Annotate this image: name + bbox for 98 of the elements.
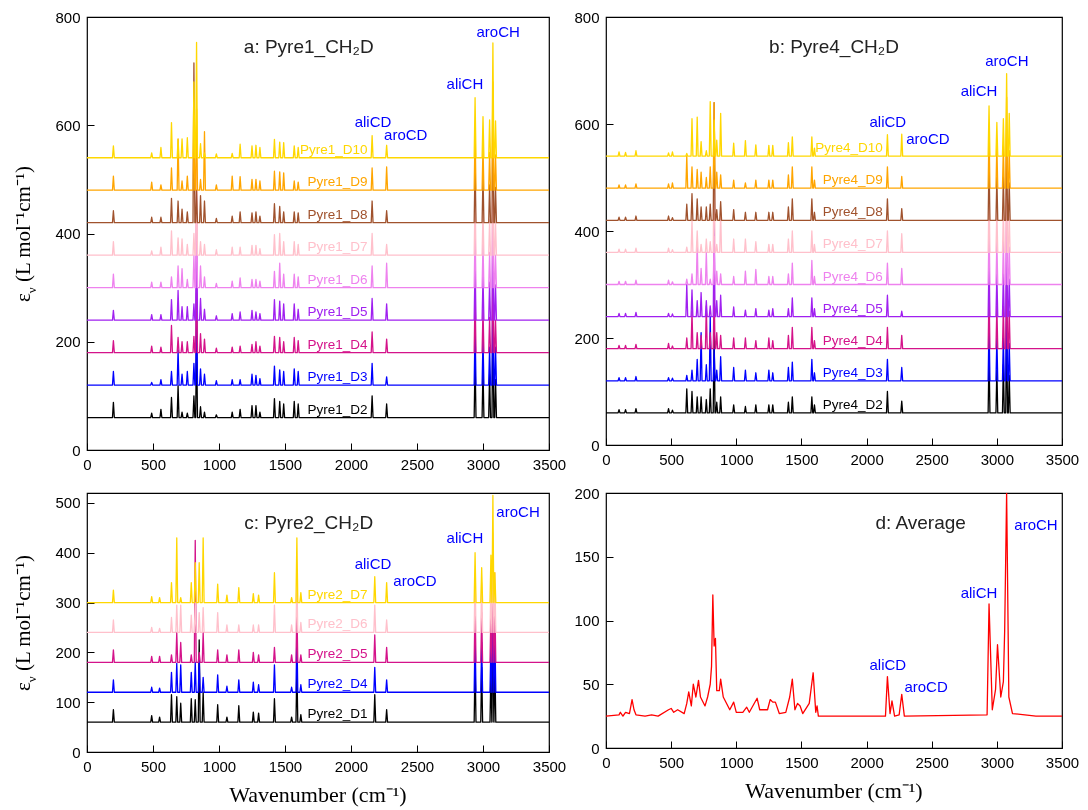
annotation: aroCH — [496, 503, 540, 520]
x-tick-label: 3500 — [532, 455, 567, 473]
x-tick-label: 1500 — [268, 757, 303, 775]
x-tick-label: 2500 — [400, 757, 435, 775]
x-tick-label: 500 — [659, 753, 685, 771]
x-tick-label: 500 — [659, 450, 685, 468]
x-tick-label: 2000 — [850, 753, 884, 771]
x-tick-label: 0 — [602, 753, 611, 771]
y-tick-label: 100 — [55, 693, 81, 711]
x-tick-label: 2000 — [850, 450, 884, 468]
series-label: Pyre4_D8 — [822, 204, 883, 220]
x-tick-label: 1000 — [202, 455, 237, 473]
x-tick-label: 3000 — [466, 757, 501, 775]
y-tick-label: 800 — [574, 8, 600, 26]
x-tick-label: 1000 — [202, 757, 237, 775]
line-series — [606, 493, 1062, 717]
y-tick-label: 150 — [574, 548, 600, 566]
series-label: Pyre1_D7 — [307, 239, 368, 255]
annotation: aliCD — [869, 656, 907, 673]
x-tick-label: 0 — [602, 450, 611, 468]
x-tick-label: 3000 — [466, 455, 501, 473]
x-tick-label: 2000 — [334, 757, 369, 775]
series-label: Pyre2_D5 — [307, 646, 368, 662]
x-tick-label: 1500 — [268, 455, 303, 473]
series-label: Pyre1_D3 — [307, 369, 368, 385]
x-tick-label: 2500 — [400, 455, 435, 473]
y-tick-label: 100 — [574, 612, 600, 629]
series-label: Pyre1_D6 — [307, 271, 368, 287]
x-tick-label: 3500 — [532, 757, 567, 775]
y-tick-label: 200 — [574, 329, 600, 347]
y-tick-label: 600 — [55, 116, 81, 134]
text: a: Pyre1_CH₂D — [243, 36, 374, 58]
y-tick-label: 200 — [574, 484, 600, 502]
x-tick-label: 2500 — [915, 450, 949, 468]
annotation: aroCH — [1014, 516, 1058, 533]
y-tick-label: 200 — [55, 643, 81, 661]
x-tick-label: 3000 — [980, 450, 1015, 468]
series-label: Pyre4_D2 — [822, 396, 883, 412]
x-tick-label: 3500 — [1045, 450, 1080, 468]
series-label: Pyre4_D5 — [822, 300, 883, 316]
y-tick-label: 0 — [591, 739, 600, 757]
series-label: Pyre1_D8 — [307, 206, 368, 222]
x-tick-label: 1000 — [720, 450, 754, 468]
y-tick-label: 300 — [55, 594, 81, 612]
y-tick-label: 500 — [55, 494, 81, 512]
series-label: Pyre1_D5 — [307, 304, 368, 320]
y-tick-label: 400 — [574, 222, 600, 240]
y-tick-label: 800 — [55, 8, 81, 26]
series-label: Pyre4_D3 — [822, 364, 883, 380]
annotation: aliCH — [446, 529, 484, 546]
series-label: Pyre1_D2 — [307, 401, 368, 417]
annotation: aliCH — [960, 584, 998, 601]
x-axis-title: Wavenumber (cm⁻¹) — [745, 777, 923, 804]
annotation: aliCD — [354, 555, 392, 572]
x-tick-label: 3000 — [980, 753, 1015, 771]
x-tick-label: 1500 — [785, 450, 819, 468]
x-tick-label: 3500 — [1045, 753, 1080, 771]
series-label: Pyre1_D10 — [299, 141, 368, 157]
line-series — [606, 73, 1062, 157]
series-label: Pyre4_D9 — [822, 172, 883, 188]
line-series — [87, 494, 549, 604]
x-tick-label: 0 — [83, 757, 92, 775]
x-tick-label: 0 — [83, 455, 92, 473]
series-label: Pyre2_D7 — [307, 586, 368, 602]
series-label: Pyre1_D4 — [307, 336, 368, 352]
series-label: Pyre2_D1 — [307, 706, 368, 722]
annotation: aroCD — [904, 678, 948, 695]
y-tick-label: 400 — [55, 225, 81, 242]
series-label: Pyre4_D10 — [815, 140, 883, 156]
text: b: Pyre4_CH₂D — [769, 36, 899, 58]
line-series — [87, 41, 549, 159]
x-tick-label: 1500 — [785, 753, 819, 771]
annotation: aroCH — [985, 52, 1029, 69]
x-tick-label: 1000 — [720, 753, 754, 771]
x-tick-label: 500 — [140, 757, 167, 775]
series-label: Pyre2_D4 — [307, 676, 368, 692]
y-tick-label: 600 — [574, 115, 600, 133]
y-tick-label: 200 — [55, 333, 81, 351]
x-axis-title: Wavenumber (cm⁻¹) — [229, 781, 407, 808]
annotation: aliCH — [446, 75, 484, 92]
x-tick-label: 2500 — [915, 753, 949, 771]
y-tick-label: 400 — [55, 544, 81, 562]
x-tick-label: 500 — [140, 455, 167, 473]
annotation: aroCH — [476, 23, 520, 40]
text: d: Average — [875, 512, 966, 533]
y-tick-label: 0 — [591, 436, 600, 454]
annotation: aliCD — [869, 113, 907, 130]
series-label: Pyre4_D4 — [822, 332, 884, 348]
y-tick-label: 50 — [582, 675, 600, 693]
text: c: Pyre2_CH₂D — [244, 512, 374, 534]
series-label: Pyre1_D9 — [307, 174, 368, 190]
series-label: Pyre4_D7 — [822, 236, 883, 252]
annotation: aliCH — [960, 82, 998, 99]
x-tick-label: 2000 — [334, 455, 369, 473]
series-label: Pyre2_D6 — [307, 616, 368, 632]
annotation: aroCD — [393, 572, 437, 589]
annotation: aroCD — [906, 130, 950, 147]
series-label: Pyre4_D6 — [822, 268, 883, 284]
